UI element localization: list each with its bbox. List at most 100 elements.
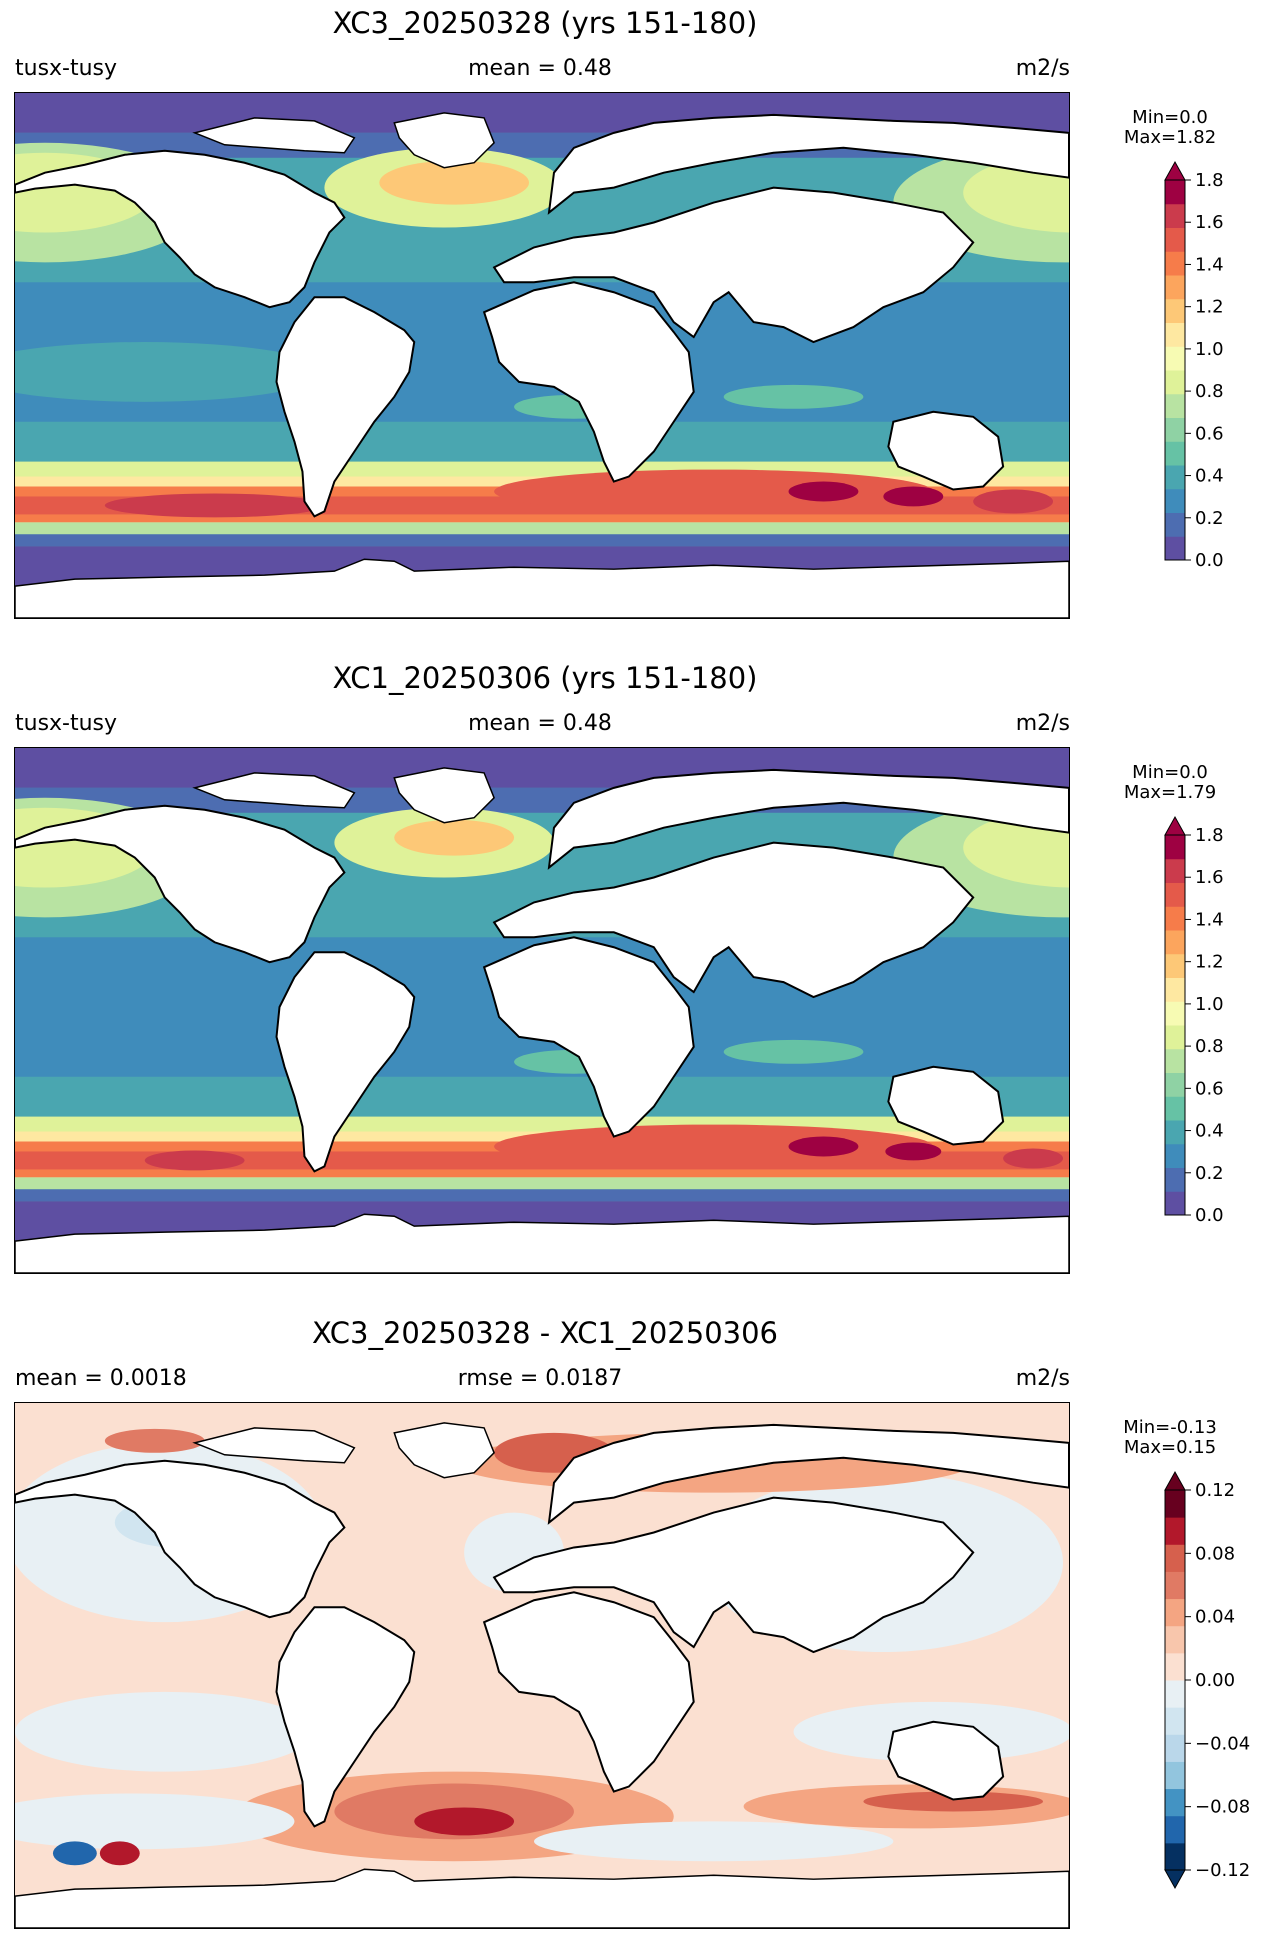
map-plot: [14, 1402, 1070, 1929]
colorbar-tick-label: 0.4: [1195, 1121, 1224, 1142]
colorbar-segment: [1165, 1598, 1185, 1627]
colorbar-segment: [1165, 1625, 1185, 1654]
colorbar-segment: [1165, 835, 1185, 860]
colorbar-tick-label: 0.6: [1195, 1078, 1224, 1099]
colorbar-tick-label: 0.2: [1195, 1163, 1224, 1184]
colorbar-tick-label: 1.6: [1195, 867, 1224, 888]
colorbar-segment: [1165, 906, 1185, 931]
panel-title: XC3_20250328 (yrs 151-180): [332, 6, 758, 40]
min-max-annotation: Min=-0.13 Max=0.15: [1100, 1418, 1240, 1458]
colorbar-segment: [1165, 1707, 1185, 1735]
colorbar-segment: [1165, 227, 1185, 252]
panel-title: XC1_20250306 (yrs 151-180): [332, 661, 758, 695]
colorbar-segment: [1165, 298, 1185, 323]
colorbar-segment: [1165, 1072, 1185, 1097]
colorbar-segment: [1165, 977, 1185, 1002]
min-value: Min=-0.13: [1123, 1417, 1217, 1438]
min-max-annotation: Min=0.0 Max=1.79: [1100, 763, 1240, 803]
colorbar: 0.0 0.2 0.4 0.6 0.8 1.0 1.2 1.4 1.6 1.8: [1150, 160, 1250, 580]
colorbar-tick-label: 1.8: [1195, 825, 1224, 846]
colorbar: 0.0 0.2 0.4 0.6 0.8 1.0 1.2 1.4 1.6 1.8: [1150, 815, 1250, 1235]
map-panel-2: XC1_20250306 (yrs 151-180) tusx-tusy mea…: [0, 655, 1270, 1295]
colorbar-tick-label: 0.2: [1195, 508, 1224, 529]
colorbar-frame: [1164, 179, 1186, 561]
colorbar-tick-label: 0.6: [1195, 423, 1224, 444]
colorbar-segment: [1165, 1048, 1185, 1073]
colorbar-segment: [1165, 1544, 1185, 1572]
colorbar-segment: [1165, 1120, 1185, 1145]
colorbar-tick-label: 1.4: [1195, 254, 1224, 275]
colorbar-tick-label: 1.6: [1195, 212, 1224, 233]
map-svg: [15, 93, 1069, 618]
colorbar-tick-label: 0.4: [1195, 466, 1224, 487]
units-label: m2/s: [1015, 1366, 1070, 1391]
colorbar-tick-label: 0.08: [1195, 1543, 1235, 1564]
colorbar-segment: [1165, 512, 1185, 537]
variable-label: tusx-tusy: [15, 711, 118, 736]
colorbar-segment: [1165, 441, 1185, 466]
panel-title: XC3_20250328 - XC1_20250306: [311, 1316, 779, 1350]
max-value: Max=1.82: [1123, 127, 1217, 148]
map-plot: [14, 747, 1070, 1274]
map-svg: [15, 748, 1069, 1273]
colorbar-tick-label: 1.0: [1195, 339, 1224, 360]
colorbar-segment: [1165, 1761, 1185, 1790]
map-svg: [15, 1403, 1069, 1928]
colorbar-segment: [1165, 346, 1185, 371]
colorbar-tick-label: −0.12: [1195, 1860, 1250, 1881]
colorbar-tick-label: −0.08: [1195, 1797, 1250, 1818]
colorbar-segment: [1165, 251, 1185, 276]
colorbar-segment: [1165, 417, 1185, 442]
colorbar-segment: [1165, 465, 1185, 490]
colorbar-max-arrow: [1164, 1470, 1186, 1491]
min-value: Min=0.0: [1132, 762, 1208, 783]
colorbar-svg: −0.12 −0.08 −0.04 0.00 0.04 0.08 0.12: [1164, 1470, 1250, 1890]
colorbar-segment: [1165, 203, 1185, 228]
colorbar-segment: [1165, 953, 1185, 978]
min-value: Min=0.0: [1132, 107, 1208, 128]
colorbar-segment: [1165, 1734, 1185, 1762]
colorbar-segment: [1165, 1652, 1185, 1681]
map-plot: [14, 92, 1070, 619]
colorbar-segment: [1165, 1517, 1185, 1545]
colorbar-svg: 0.0 0.2 0.4 0.6 0.8 1.0 1.2 1.4 1.6 1.8: [1164, 815, 1224, 1226]
max-value: Max=1.79: [1123, 782, 1217, 803]
mean-label: mean = 0.48: [468, 711, 612, 736]
colorbar-segment: [1165, 1143, 1185, 1168]
colorbar-segment: [1165, 1490, 1185, 1518]
colorbar-tick-label: −0.04: [1195, 1733, 1250, 1754]
colorbar-tick-label: 1.0: [1195, 994, 1224, 1015]
colorbar-tick-label: 1.2: [1195, 297, 1224, 318]
colorbar-segment: [1165, 1788, 1185, 1817]
colorbar-tick-label: 1.4: [1195, 909, 1224, 930]
colorbar-tick-label: 0.8: [1195, 1036, 1224, 1057]
colorbar-max-arrow: [1164, 815, 1186, 836]
variable-label: tusx-tusy: [15, 56, 118, 81]
rmse-label: rmse = 0.0187: [457, 1366, 623, 1391]
colorbar-tick-label: 0.04: [1195, 1607, 1235, 1628]
colorbar-max-arrow: [1164, 160, 1186, 181]
colorbar-svg: 0.0 0.2 0.4 0.6 0.8 1.0 1.2 1.4 1.6 1.8: [1164, 160, 1224, 571]
units-label: m2/s: [1015, 711, 1070, 736]
colorbar-segment: [1165, 882, 1185, 907]
colorbar-segment: [1165, 488, 1185, 513]
colorbar-segment: [1165, 1096, 1185, 1121]
colorbar-segment: [1165, 1025, 1185, 1050]
colorbar-segment: [1165, 858, 1185, 883]
colorbar-tick-label: 0.0: [1195, 550, 1224, 571]
colorbar-segment: [1165, 1191, 1185, 1216]
colorbar-frame: [1164, 834, 1186, 1216]
colorbar-tick-label: 0.00: [1195, 1670, 1235, 1691]
colorbar-tick-label: 1.8: [1195, 170, 1224, 191]
mean-label: mean = 0.48: [468, 56, 612, 81]
colorbar-segment: [1165, 322, 1185, 347]
colorbar: −0.12 −0.08 −0.04 0.00 0.04 0.08 0.12: [1150, 1470, 1250, 1890]
colorbar-segment: [1165, 1842, 1185, 1871]
mean-label: mean = 0.0018: [15, 1366, 187, 1391]
colorbar-tick-label: 0.8: [1195, 381, 1224, 402]
colorbar-segment: [1165, 930, 1185, 955]
map-panel-3: XC3_20250328 - XC1_20250306 mean = 0.001…: [0, 1310, 1270, 1950]
colorbar-segment: [1165, 1680, 1185, 1708]
colorbar-segment: [1165, 393, 1185, 418]
colorbar-segment: [1165, 370, 1185, 395]
